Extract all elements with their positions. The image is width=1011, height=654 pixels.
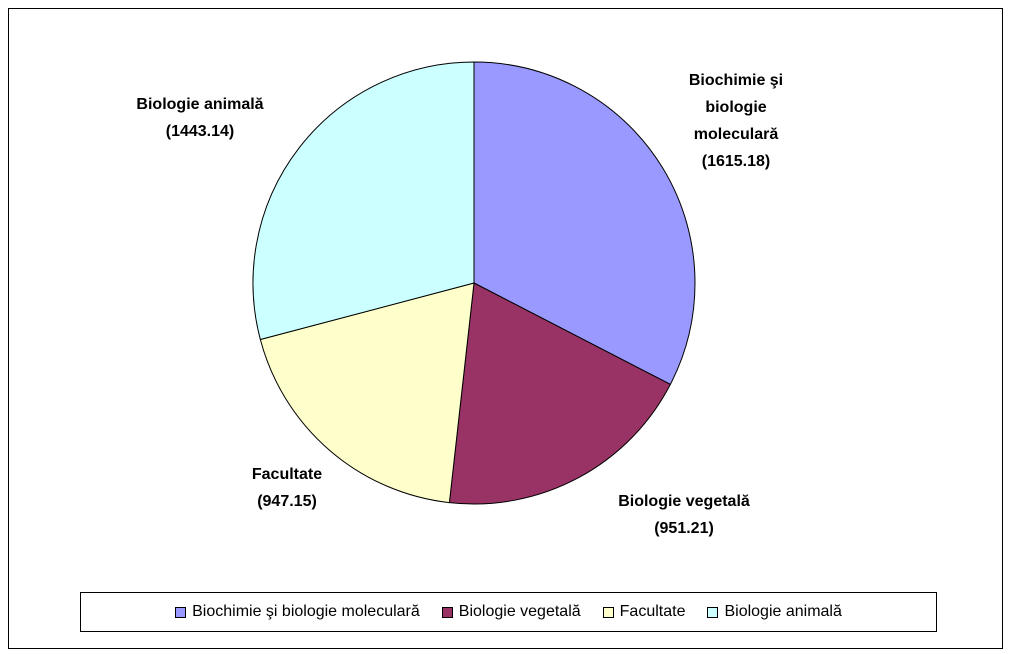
legend-item: Facultate bbox=[602, 603, 686, 621]
legend-label: Biologie vegetală bbox=[458, 603, 581, 620]
data-label-value: (1615.18) bbox=[701, 153, 771, 170]
data-label-value: (947.15) bbox=[257, 493, 317, 510]
data-label: Facultate (947.15) bbox=[207, 461, 367, 515]
legend-swatch bbox=[175, 606, 187, 618]
data-label: Biologie vegetală (951.21) bbox=[574, 488, 794, 542]
legend-label: Facultate bbox=[619, 603, 686, 620]
pie-slice bbox=[473, 61, 696, 386]
legend: Biochimie şi biologie moleculară Biologie… bbox=[80, 592, 937, 632]
data-label-name: Facultate bbox=[251, 466, 323, 483]
data-label: Biochimie şi biologie moleculară (1615.18… bbox=[666, 67, 806, 175]
data-label-value: (1443.14) bbox=[165, 123, 235, 140]
legend-swatch bbox=[707, 606, 719, 618]
legend-item: Biologie vegetală bbox=[441, 603, 581, 621]
data-label-value: (951.21) bbox=[654, 520, 714, 537]
legend-label: Biologie animală bbox=[724, 603, 842, 620]
legend-swatch bbox=[441, 606, 453, 618]
legend-swatch bbox=[602, 606, 614, 618]
data-label: Biologie animală (1443.14) bbox=[90, 91, 310, 145]
data-label-name: Biologie animală bbox=[136, 96, 264, 113]
data-label-name: Biochimie şi biologie moleculară bbox=[688, 72, 784, 143]
legend-item: Biologie animală bbox=[707, 603, 842, 621]
legend-label: Biochimie şi biologie moleculară bbox=[192, 603, 420, 620]
pie-slice bbox=[259, 282, 475, 504]
chart-frame bbox=[8, 8, 1003, 649]
pie-slice bbox=[448, 282, 672, 505]
legend-item: Biochimie şi biologie moleculară bbox=[175, 603, 420, 621]
data-label-name: Biologie vegetală bbox=[618, 493, 750, 510]
pie-slice bbox=[252, 61, 475, 341]
